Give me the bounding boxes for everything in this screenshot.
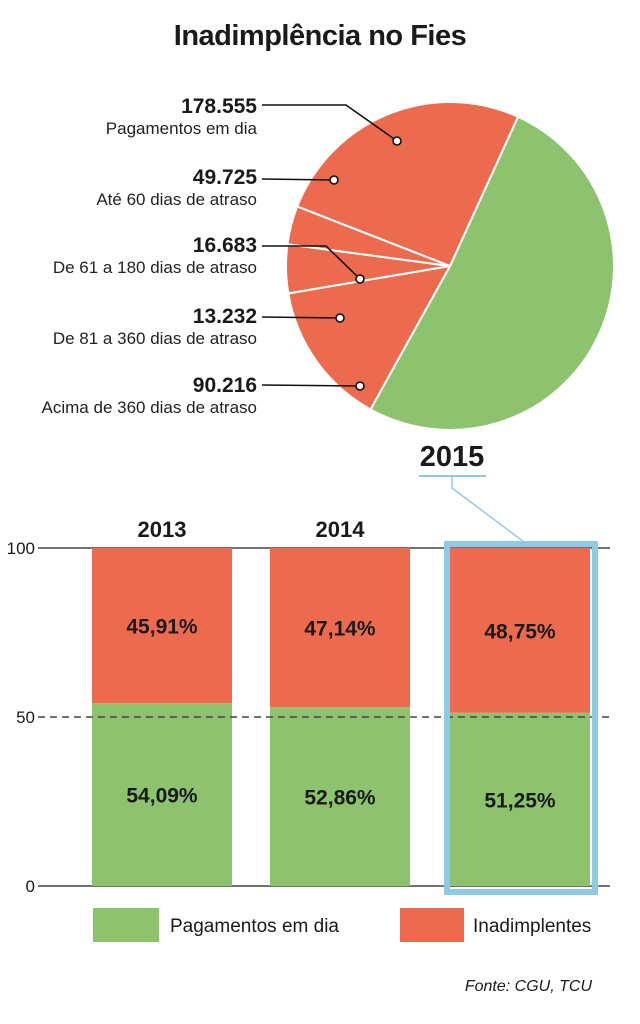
legend-swatch (93, 908, 159, 942)
leader-dot (335, 313, 345, 323)
bar-segment-pagamentos (270, 707, 410, 886)
page-title: Inadimplência no Fies (173, 20, 467, 52)
bar-segment-inadimplentes (270, 548, 410, 708)
bar-segment-pagamentos (450, 712, 590, 886)
leader-line (261, 316, 341, 319)
slice-label: Acima de 360 dias de atraso (41, 397, 257, 417)
leader-line (261, 384, 361, 387)
legend-swatch (400, 908, 464, 942)
leader-dot (355, 274, 365, 284)
y-tick-label: 50 (16, 708, 35, 727)
slice-value: 90.216 (192, 374, 257, 397)
slice-value: 16.683 (192, 234, 257, 257)
pie-label-61-180: 16.683 De 61 a 180 dias de atraso (53, 234, 257, 277)
pie-label-ate-60: 49.725 Até 60 dias de atraso (96, 166, 257, 209)
highlight-frame (444, 541, 598, 895)
leader-line (261, 178, 335, 181)
highlight-connector (451, 476, 525, 543)
pie-label-81-360: 13.232 De 81 a 360 dias de atraso (53, 305, 257, 348)
data-label: 47,14% (304, 618, 376, 641)
y-tick-label: 0 (26, 877, 35, 896)
bar-segment-inadimplentes (450, 548, 590, 713)
slice-label: Até 60 dias de atraso (96, 189, 257, 209)
data-label: 45,91% (126, 616, 198, 639)
x-category-label: 2013 (138, 517, 187, 542)
y-tick-label: 100 (7, 539, 35, 558)
legend-label: Pagamentos em dia (170, 916, 339, 937)
leader-dot (392, 136, 402, 146)
slice-value: 49.725 (192, 166, 257, 189)
bar-segment-pagamentos (92, 703, 232, 886)
x-category-label: 2014 (316, 517, 366, 542)
pie-slice (287, 264, 452, 411)
data-label: 48,75% (484, 620, 556, 643)
pie-label-acima-360: 90.216 Acima de 360 dias de atraso (42, 374, 257, 417)
slice-label: De 81 a 360 dias de atraso (52, 328, 257, 348)
pie-slice (369, 115, 615, 431)
data-label: 52,86% (304, 787, 376, 810)
leader-dot (355, 381, 365, 391)
data-label: 51,25% (484, 789, 556, 812)
pie-year-label: 2015 (420, 441, 485, 473)
bar-segment-inadimplentes (92, 548, 232, 704)
source-note: Fonte: CGU, TCU (464, 978, 592, 995)
slice-label: De 61 a 180 dias de atraso (52, 257, 257, 277)
pie-label-pagamentos: 178.555 Pagamentos em dia (106, 95, 257, 138)
slice-label: Pagamentos em dia (105, 118, 257, 138)
leader-line (262, 104, 398, 142)
legend-label: Inadimplentes (473, 916, 591, 937)
slice-value: 13.232 (192, 305, 257, 328)
slice-value: 178.555 (181, 95, 257, 118)
leader-line (262, 245, 361, 280)
leader-dot (329, 175, 339, 185)
data-label: 54,09% (126, 785, 198, 808)
